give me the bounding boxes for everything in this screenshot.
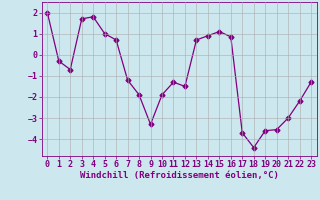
- X-axis label: Windchill (Refroidissement éolien,°C): Windchill (Refroidissement éolien,°C): [80, 171, 279, 180]
